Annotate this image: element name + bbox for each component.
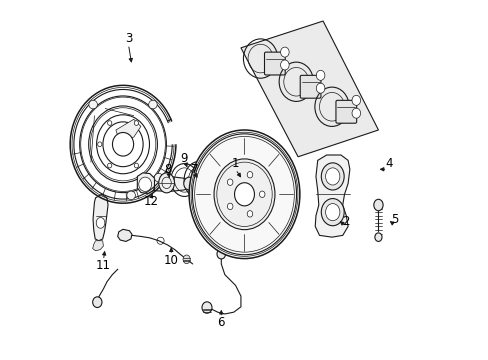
Ellipse shape (159, 173, 174, 193)
Ellipse shape (139, 177, 151, 192)
Text: 3: 3 (124, 32, 132, 45)
Ellipse shape (321, 199, 344, 226)
Text: 12: 12 (144, 195, 159, 208)
Ellipse shape (316, 83, 324, 93)
Text: 10: 10 (163, 254, 178, 267)
Ellipse shape (189, 130, 299, 258)
Ellipse shape (217, 249, 225, 259)
Polygon shape (241, 21, 378, 157)
Ellipse shape (373, 199, 382, 211)
Ellipse shape (325, 168, 339, 185)
Text: 1: 1 (231, 157, 239, 170)
Polygon shape (137, 173, 155, 194)
Text: 11: 11 (96, 259, 111, 272)
Ellipse shape (351, 95, 360, 105)
Ellipse shape (247, 211, 252, 217)
Polygon shape (93, 241, 103, 251)
FancyBboxPatch shape (335, 100, 356, 123)
Text: 6: 6 (217, 316, 224, 329)
Ellipse shape (107, 163, 112, 168)
Ellipse shape (321, 163, 344, 190)
Text: 5: 5 (390, 213, 397, 226)
Text: 4: 4 (385, 157, 392, 170)
Ellipse shape (89, 100, 97, 109)
Ellipse shape (202, 302, 212, 313)
Ellipse shape (374, 233, 381, 242)
Polygon shape (315, 155, 349, 237)
Ellipse shape (280, 47, 288, 57)
Text: 9: 9 (180, 152, 187, 165)
Polygon shape (154, 176, 191, 192)
Ellipse shape (134, 121, 138, 125)
Polygon shape (116, 119, 141, 141)
Ellipse shape (214, 159, 274, 230)
Ellipse shape (183, 255, 190, 264)
Polygon shape (118, 229, 132, 242)
Ellipse shape (148, 100, 157, 109)
Ellipse shape (154, 173, 163, 182)
Ellipse shape (98, 142, 102, 147)
Text: 8: 8 (163, 163, 171, 176)
FancyBboxPatch shape (264, 52, 285, 75)
Ellipse shape (96, 217, 104, 228)
Ellipse shape (227, 179, 232, 185)
Ellipse shape (227, 203, 232, 210)
Ellipse shape (112, 132, 133, 156)
Ellipse shape (234, 183, 254, 206)
Ellipse shape (93, 297, 102, 307)
Ellipse shape (259, 191, 264, 198)
FancyBboxPatch shape (300, 75, 320, 98)
Text: 2: 2 (342, 215, 349, 228)
Ellipse shape (247, 171, 252, 178)
Text: 7: 7 (190, 163, 198, 176)
Ellipse shape (325, 203, 339, 221)
Polygon shape (93, 194, 108, 241)
Ellipse shape (351, 108, 360, 118)
Ellipse shape (126, 191, 135, 200)
Ellipse shape (134, 163, 138, 168)
Ellipse shape (280, 60, 288, 70)
Ellipse shape (183, 177, 194, 190)
Ellipse shape (107, 121, 112, 125)
Ellipse shape (316, 70, 324, 80)
